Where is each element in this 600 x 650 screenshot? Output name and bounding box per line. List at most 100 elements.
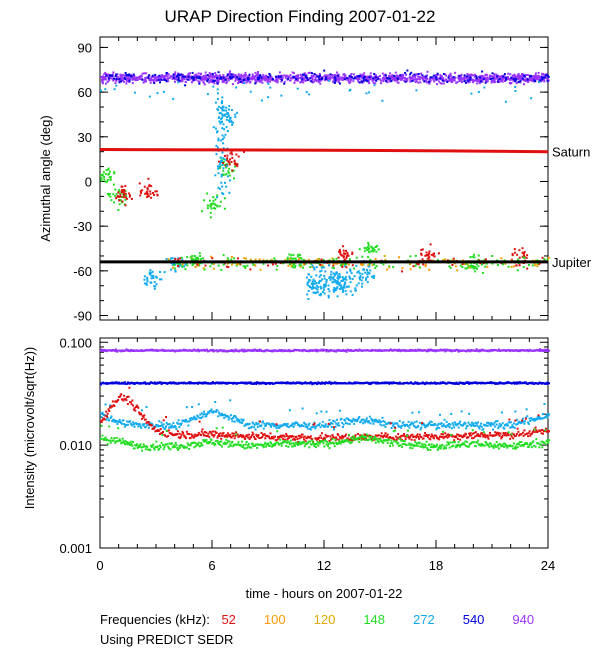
scatter-point — [214, 204, 217, 207]
intensity-point — [412, 424, 415, 427]
scatter-point — [361, 282, 364, 285]
scatter-point — [542, 76, 545, 79]
scatter-point — [103, 178, 106, 181]
scatter-point — [211, 76, 214, 79]
intensity-point — [203, 431, 206, 433]
scatter-point — [217, 80, 220, 83]
scatter-point — [123, 77, 126, 79]
scatter-point — [465, 267, 468, 270]
scatter-point — [477, 78, 480, 81]
scatter-point — [106, 180, 109, 183]
scatter-point — [269, 74, 272, 77]
scatter-point — [216, 92, 219, 95]
scatter-point — [363, 75, 366, 78]
scatter-point — [365, 92, 368, 95]
scatter-point — [331, 277, 334, 280]
scatter-point — [383, 74, 386, 77]
scatter-point — [173, 264, 176, 267]
scatter-point — [425, 81, 428, 84]
scatter-point — [294, 266, 296, 269]
intensity-point — [411, 411, 414, 414]
scatter-point — [195, 76, 198, 79]
intensity-point — [327, 425, 329, 428]
scatter-point — [302, 73, 305, 76]
scatter-point — [356, 78, 359, 81]
scatter-point — [345, 256, 348, 259]
scatter-point — [216, 77, 219, 79]
scatter-point — [113, 88, 116, 91]
scatter-point — [380, 82, 383, 85]
intensity-point — [135, 404, 138, 407]
scatter-point — [365, 278, 368, 281]
scatter-point — [150, 76, 153, 79]
intensity-point — [188, 381, 191, 384]
intensity-point — [122, 399, 125, 402]
scatter-point — [221, 113, 224, 116]
scatter-point — [332, 80, 335, 83]
scatter-point — [231, 83, 234, 86]
scatter-point — [544, 76, 546, 79]
intensity-point — [253, 423, 256, 426]
intensity-point — [203, 413, 206, 416]
intensity-point — [388, 382, 391, 385]
intensity-point — [100, 421, 103, 423]
scatter-point — [288, 257, 291, 260]
scatter-point — [485, 262, 488, 265]
scatter-point — [511, 254, 514, 257]
scatter-point — [299, 263, 302, 266]
intensity-point — [496, 420, 499, 422]
scatter-point — [489, 78, 492, 81]
intensity-point — [306, 426, 309, 428]
scatter-point — [526, 254, 529, 257]
scatter-point — [375, 79, 378, 82]
scatter-point — [330, 273, 332, 276]
scatter-point — [120, 199, 122, 202]
intensity-point — [259, 348, 262, 351]
scatter-point — [526, 78, 529, 81]
scatter-point — [222, 169, 225, 172]
intensity-point — [380, 420, 382, 423]
scatter-point — [316, 75, 319, 78]
scatter-point — [534, 75, 536, 78]
scatter-point — [216, 205, 219, 208]
scatter-point — [216, 194, 219, 197]
intensity-point — [222, 431, 225, 434]
intensity-point — [475, 422, 478, 425]
intensity-point — [383, 424, 385, 427]
scatter-point — [425, 77, 428, 80]
scatter-point — [391, 74, 394, 77]
scatter-point — [215, 127, 217, 130]
scatter-point — [321, 290, 324, 293]
scatter-point — [124, 192, 127, 195]
scatter-point — [225, 163, 228, 166]
intensity-point — [521, 421, 524, 424]
scatter-point — [221, 164, 224, 166]
scatter-point — [398, 256, 400, 259]
scatter-point — [325, 280, 328, 283]
scatter-point — [174, 78, 177, 81]
intensity-point — [347, 417, 350, 420]
intensity-point — [471, 424, 474, 427]
scatter-point — [361, 255, 364, 258]
intensity-point — [464, 422, 467, 425]
scatter-point — [196, 263, 199, 266]
scatter-point — [518, 264, 521, 267]
intensity-point — [527, 422, 530, 425]
scatter-point — [176, 262, 179, 265]
scatter-point — [234, 115, 237, 118]
scatter-point — [219, 167, 222, 169]
scatter-point — [374, 267, 377, 269]
scatter-point — [225, 118, 228, 121]
intensity-point — [234, 434, 237, 437]
intensity-point — [370, 350, 373, 352]
scatter-point — [424, 265, 427, 268]
scatter-point — [309, 80, 312, 82]
chart-title: URAP Direction Finding 2007-01-22 — [165, 7, 436, 26]
intensity-point — [242, 418, 245, 421]
scatter-point — [393, 78, 395, 81]
scatter-point — [280, 79, 283, 81]
scatter-point — [327, 79, 330, 82]
scatter-point — [213, 207, 215, 210]
scatter-point — [105, 74, 108, 77]
intensity-point — [334, 425, 337, 428]
